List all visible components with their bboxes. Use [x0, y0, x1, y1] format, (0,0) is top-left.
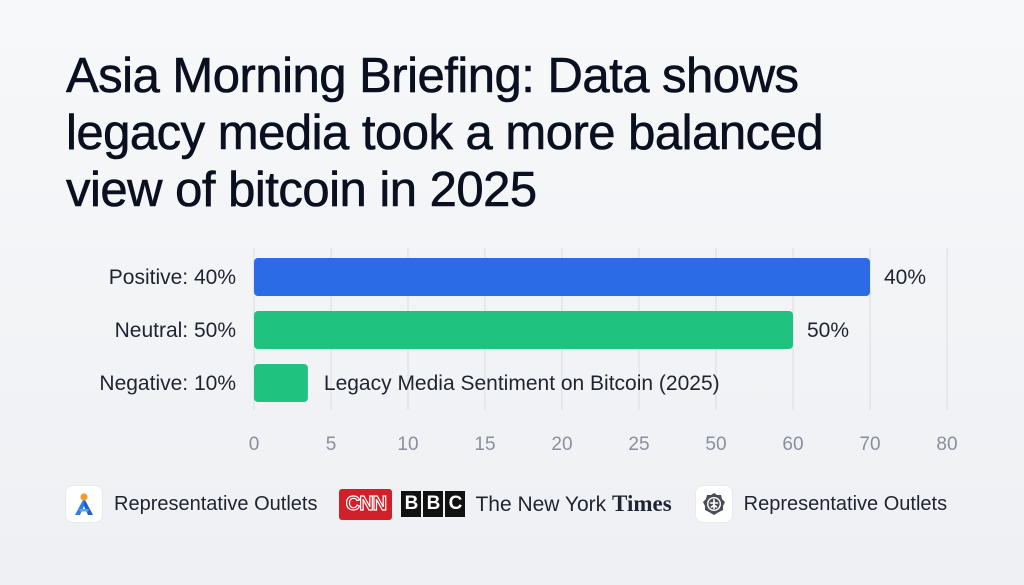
x-tick-label: 60: [782, 434, 803, 455]
headline-line-1: Asia Morning Briefing: Data shows: [66, 49, 800, 104]
x-tick-label: 0: [249, 434, 260, 455]
value-labels: 40% 50%: [807, 266, 926, 342]
headline-line-2: legacy media took a more balanced: [66, 106, 824, 161]
x-tick-label: 10: [397, 434, 418, 455]
bbc-letter: C: [445, 491, 466, 517]
headline-line-3: view of bitcoin in 2025: [66, 163, 538, 218]
x-tick-label: 70: [859, 434, 880, 455]
representative-outlets-shield-icon: [695, 486, 732, 522]
bars: [254, 258, 870, 402]
category-label: Negative: 10%: [99, 372, 236, 395]
cnn-logo-icon: CNN: [339, 488, 393, 520]
x-tick-label: 15: [474, 434, 495, 455]
source-label-representative-outlets: Representative Outlets: [114, 492, 318, 515]
source-label-representative-outlets-2: Representative Outlets: [743, 492, 948, 515]
x-tick-label: 25: [628, 434, 649, 455]
data-label: 50%: [807, 319, 849, 342]
bar-neutral: [254, 311, 793, 349]
representative-outlets-logo-a-icon: [66, 486, 102, 522]
nyt-logo-icon: The New York Times: [475, 491, 672, 516]
chart-caption: Legacy Media Sentiment on Bitcoin (2025): [324, 372, 720, 395]
data-label: 40%: [884, 266, 926, 289]
source-outlets: Representative Outlets CNN B B C The New…: [66, 484, 947, 524]
bar-positive: [254, 258, 870, 296]
bar-negative: [254, 364, 308, 402]
bbc-letter: B: [401, 491, 422, 517]
category-label: Neutral: 50%: [115, 319, 236, 342]
bbc-logo-icon: B B C: [401, 491, 466, 517]
headline: Asia Morning Briefing: Data shows legacy…: [66, 48, 966, 219]
x-tick-label: 80: [936, 434, 957, 455]
x-tick-label: 5: [326, 434, 337, 455]
x-tick-label: 50: [705, 434, 726, 455]
x-tick-label: 20: [551, 434, 572, 455]
category-labels: Positive: 40% Neutral: 50% Negative: 10%: [99, 266, 236, 395]
category-label: Positive: 40%: [109, 266, 236, 289]
bbc-letter: B: [423, 491, 444, 517]
x-tick-labels: 0 5 10 15 20 25 50 60 70 80: [249, 434, 958, 455]
sentiment-bar-chart: Positive: 40% Neutral: 50% Negative: 10% 4…: [99, 248, 958, 455]
